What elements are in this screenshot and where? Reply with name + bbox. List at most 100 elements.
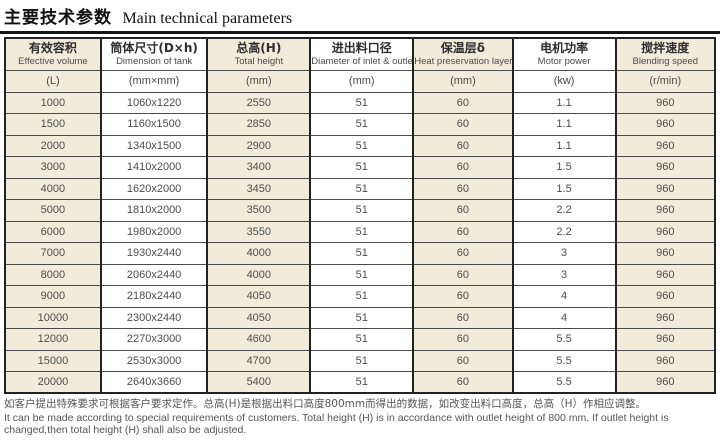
table-cell: 20000 xyxy=(5,371,101,393)
table-cell: 51 xyxy=(309,91,414,114)
table-cell: 960 xyxy=(614,177,715,200)
table-cell: 60 xyxy=(412,242,513,264)
table-cell: 3400 xyxy=(206,156,311,178)
table-cell: 3550 xyxy=(206,220,311,243)
col-header-en: Motor power xyxy=(537,56,591,68)
table-cell: 960 xyxy=(614,263,715,286)
footnote-zh: 如客户提出特殊要求可根据客户要求定作。总高(H)是根据出料口高度800mm而得出… xyxy=(4,398,646,410)
table-cell: 2640x3660 xyxy=(99,371,208,393)
table-cell: 5400 xyxy=(206,371,311,393)
table-cell: 1340x1500 xyxy=(99,134,208,157)
table-cell: 1160x1500 xyxy=(99,113,208,135)
table-cell: 1060x1220 xyxy=(99,91,208,114)
col-header-en: Blending speed xyxy=(632,56,699,68)
table-cell: 4700 xyxy=(206,349,311,372)
table-cell: 2060x2440 xyxy=(99,263,208,286)
table-cell: 3500 xyxy=(206,199,311,221)
col-header-motor-power: 电机功率 Motor power xyxy=(511,37,616,70)
table-cell: 1930x2440 xyxy=(99,242,208,264)
table-cell: 1410x2000 xyxy=(99,156,208,178)
table-cell: 60 xyxy=(412,306,513,329)
col-header-zh: 进出料口径 xyxy=(331,41,392,56)
unit-cell: (kw) xyxy=(511,69,616,92)
table-cell: 8000 xyxy=(5,263,101,286)
table-cell: 5.5 xyxy=(511,349,616,372)
col-header-en: Effective volume xyxy=(18,56,88,68)
table-cell: 51 xyxy=(309,371,414,393)
unit-cell: (mm) xyxy=(206,69,311,92)
table-cell: 51 xyxy=(309,134,414,157)
table-cell: 10000 xyxy=(5,306,101,329)
table-row: 20000 2640x3660 5400 51 60 5.5 960 xyxy=(5,371,715,393)
table-cell: 60 xyxy=(412,220,513,243)
table-cell: 960 xyxy=(614,113,715,135)
table-cell: 1.5 xyxy=(511,156,616,178)
table-cell: 960 xyxy=(614,328,715,350)
table-cell: 60 xyxy=(412,285,513,307)
table-cell: 60 xyxy=(412,199,513,221)
table-cell: 60 xyxy=(412,349,513,372)
table-cell: 960 xyxy=(614,349,715,372)
table-cell: 51 xyxy=(309,285,414,307)
table-cell: 4000 xyxy=(206,242,311,264)
table-cell: 60 xyxy=(412,328,513,350)
table-cell: 60 xyxy=(412,156,513,178)
col-header-en: Diameter of inlet & outlet xyxy=(311,56,413,68)
table-cell: 960 xyxy=(614,156,715,178)
title-divider xyxy=(0,31,720,34)
table-cell: 960 xyxy=(614,134,715,157)
table-cell: 60 xyxy=(412,263,513,286)
table-cell: 4000 xyxy=(5,177,101,200)
unit-cell: (mm) xyxy=(309,69,414,92)
col-header-blending-speed: 搅拌速度 Blending speed xyxy=(614,37,715,70)
table-row: 1000 1060x1220 2550 51 60 1.1 960 xyxy=(5,91,715,114)
table-cell: 1810x2000 xyxy=(99,199,208,221)
table-cell: 60 xyxy=(412,371,513,393)
page-title-zh: 主要技术参数 xyxy=(4,8,112,28)
table-cell: 2900 xyxy=(206,134,311,157)
table-cell: 51 xyxy=(309,349,414,372)
table-row: 15000 2530x3000 4700 51 60 5.5 960 xyxy=(5,349,715,372)
table-cell: 51 xyxy=(309,306,414,329)
col-header-heat-preservation-layer: 保温层δ Heat preservation layer xyxy=(412,37,513,70)
col-header-en: Dimension of tank xyxy=(116,56,193,68)
table-cell: 1000 xyxy=(5,91,101,114)
table-cell: 2530x3000 xyxy=(99,349,208,372)
technical-parameters-table: 有效容积 Effective volume 筒体尺寸(D×h) Dimensio… xyxy=(4,37,716,394)
unit-cell: (r/min) xyxy=(614,69,715,92)
table-cell: 51 xyxy=(309,263,414,286)
table-cell: 7000 xyxy=(5,242,101,264)
table-cell: 2.2 xyxy=(511,199,616,221)
col-header-zh: 筒体尺寸(D×h) xyxy=(110,41,198,56)
table-cell: 4 xyxy=(511,285,616,307)
col-header-effective-volume: 有效容积 Effective volume xyxy=(5,37,101,70)
col-header-zh: 总高(H) xyxy=(236,41,282,56)
col-header-inlet-outlet-diameter: 进出料口径 Diameter of inlet & outlet xyxy=(309,37,414,70)
table-cell: 2000 xyxy=(5,134,101,157)
table-cell: 960 xyxy=(614,199,715,221)
table-cell: 51 xyxy=(309,177,414,200)
col-header-zh: 搅拌速度 xyxy=(641,41,690,56)
table-cell: 960 xyxy=(614,371,715,393)
table-cell: 2300x2440 xyxy=(99,306,208,329)
table-cell: 960 xyxy=(614,306,715,329)
table-cell: 2.2 xyxy=(511,220,616,243)
header-row-units: (L) (mm×mm) (mm) (mm) (mm) (kw) (r/min) xyxy=(5,69,715,92)
footnote-en: It can be made according to special requ… xyxy=(4,412,669,436)
table-cell: 1.1 xyxy=(511,113,616,135)
table-row: 4000 1620x2000 3450 51 60 1.5 960 xyxy=(5,177,715,200)
table-cell: 51 xyxy=(309,113,414,135)
table-cell: 3 xyxy=(511,263,616,286)
footnote: 如客户提出特殊要求可根据客户要求定作。总高(H)是根据出料口高度800mm而得出… xyxy=(0,394,720,436)
table-row: 7000 1930x2440 4000 51 60 3 960 xyxy=(5,242,715,264)
table-cell: 51 xyxy=(309,328,414,350)
table-cell: 15000 xyxy=(5,349,101,372)
table-cell: 960 xyxy=(614,91,715,114)
table-body: 1000 1060x1220 2550 51 60 1.1 960 1500 1160x1500… xyxy=(5,91,715,393)
table-row: 10000 2300x2440 4050 51 60 4 960 xyxy=(5,306,715,329)
table-row: 3000 1410x2000 3400 51 60 1.5 960 xyxy=(5,156,715,178)
col-header-tank-dimension: 筒体尺寸(D×h) Dimension of tank xyxy=(99,37,208,70)
col-header-zh: 有效容积 xyxy=(28,41,77,56)
table-cell: 5.5 xyxy=(511,328,616,350)
table-row: 2000 1340x1500 2900 51 60 1.1 960 xyxy=(5,134,715,157)
